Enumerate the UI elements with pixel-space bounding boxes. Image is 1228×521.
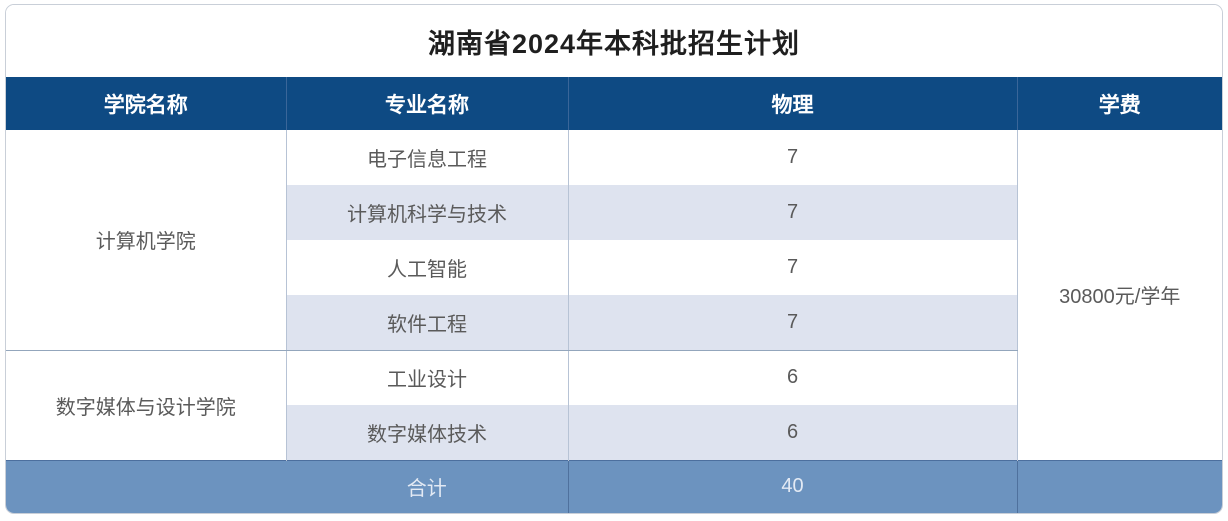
major-name-cell: 计算机科学与技术 bbox=[286, 185, 569, 240]
table-row: 软件工程 7 bbox=[6, 295, 1222, 351]
column-header-college: 学院名称 bbox=[6, 77, 287, 130]
major-name-cell: 电子信息工程 bbox=[286, 130, 569, 185]
physics-count-cell: 7 bbox=[568, 130, 1018, 185]
table-row: 数字媒体技术 6 bbox=[6, 405, 1222, 460]
table-row: 计算机学院 电子信息工程 7 30800元/学年 bbox=[6, 130, 1222, 460]
physics-count-cell: 7 bbox=[568, 295, 1018, 351]
column-header-tuition: 学费 bbox=[1017, 77, 1222, 130]
column-header-major: 专业名称 bbox=[286, 77, 569, 130]
footer-empty-cell bbox=[1017, 459, 1222, 513]
title-band: 湖南省2024年本科批招生计划 bbox=[6, 5, 1222, 77]
enrollment-plan-card: 湖南省2024年本科批招生计划 学院名称 专业名称 物理 学费 计算机学院 电子… bbox=[5, 4, 1223, 514]
total-value-cell: 40 bbox=[568, 459, 1018, 513]
column-header-physics: 物理 bbox=[568, 77, 1018, 130]
table-row: 数字媒体与设计学院 工业设计 6 bbox=[6, 350, 1222, 460]
enrollment-table: 学院名称 专业名称 物理 学费 计算机学院 电子信息工程 7 30800元/学年… bbox=[6, 77, 1222, 513]
physics-count-cell: 7 bbox=[568, 185, 1018, 240]
physics-count-cell: 6 bbox=[568, 405, 1018, 460]
footer-empty-cell bbox=[6, 459, 286, 513]
tuition-cell: 30800元/学年 bbox=[1017, 130, 1222, 460]
college-name-cell: 计算机学院 bbox=[6, 130, 287, 351]
major-name-cell: 工业设计 bbox=[286, 350, 569, 405]
table-footer: 合计 40 bbox=[6, 459, 1222, 513]
major-name-cell: 软件工程 bbox=[286, 295, 569, 351]
table-row: 计算机科学与技术 7 bbox=[6, 185, 1222, 240]
header-row: 学院名称 专业名称 物理 学费 bbox=[6, 77, 1222, 130]
physics-count-cell: 6 bbox=[568, 350, 1018, 405]
physics-count-cell: 7 bbox=[568, 240, 1018, 295]
major-name-cell: 数字媒体技术 bbox=[286, 405, 569, 460]
page-title: 湖南省2024年本科批招生计划 bbox=[427, 28, 801, 59]
college-name-cell: 数字媒体与设计学院 bbox=[6, 350, 287, 460]
table-body: 计算机学院 电子信息工程 7 30800元/学年 计算机科学与技术 7 人工智能… bbox=[6, 130, 1222, 460]
major-name-cell: 人工智能 bbox=[286, 240, 569, 295]
total-label-cell: 合计 bbox=[286, 459, 569, 513]
table-row: 人工智能 7 bbox=[6, 240, 1222, 295]
table-header: 学院名称 专业名称 物理 学费 bbox=[6, 77, 1222, 130]
total-row: 合计 40 bbox=[6, 459, 1222, 513]
